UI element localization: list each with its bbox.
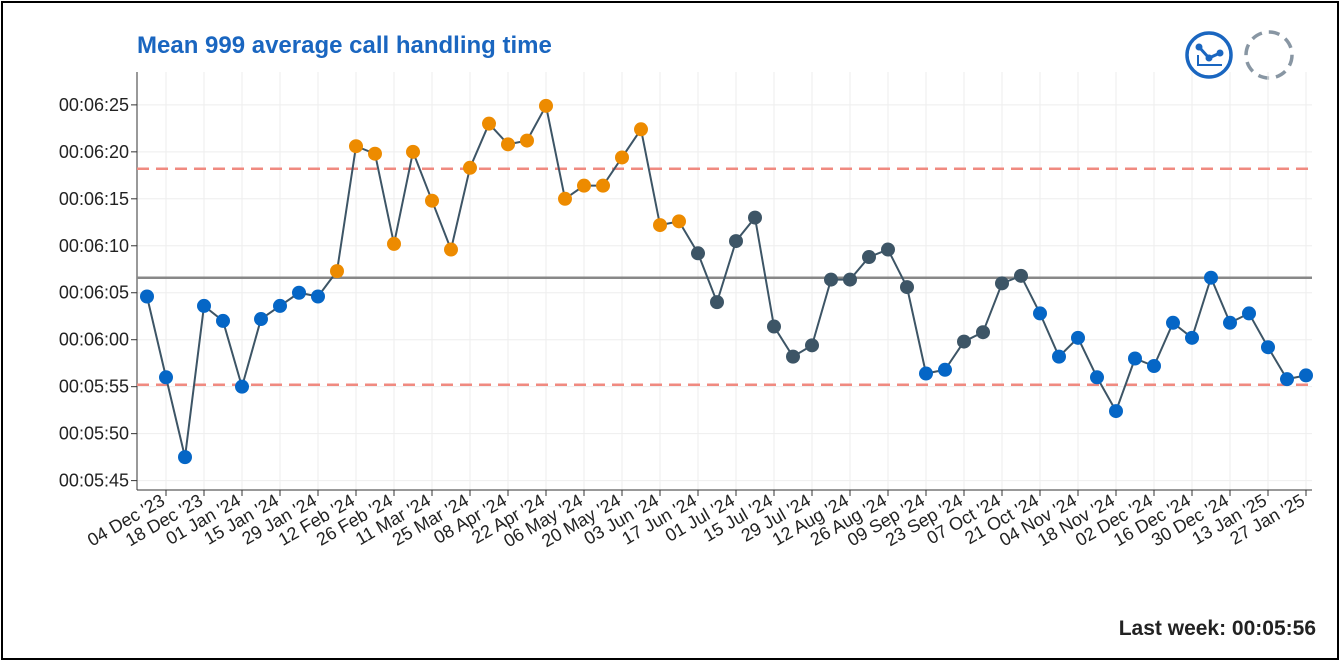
data-point bbox=[444, 242, 458, 257]
y-tick-label: 00:06:10 bbox=[59, 236, 129, 256]
data-point bbox=[539, 98, 553, 113]
data-point bbox=[596, 178, 610, 193]
data-point bbox=[292, 285, 306, 300]
data-point bbox=[311, 289, 325, 304]
data-point bbox=[824, 272, 838, 287]
data-point bbox=[273, 298, 287, 313]
data-point bbox=[748, 210, 762, 225]
data-point bbox=[615, 150, 629, 165]
data-point bbox=[634, 122, 648, 137]
data-point bbox=[976, 325, 990, 340]
data-point bbox=[900, 280, 914, 295]
data-point bbox=[710, 295, 724, 310]
data-point bbox=[653, 218, 667, 233]
footer: Last week: 00:05:56 bbox=[1119, 617, 1316, 640]
data-point bbox=[1033, 306, 1047, 321]
data-point bbox=[767, 319, 781, 334]
data-point bbox=[1299, 368, 1313, 383]
data-point bbox=[957, 334, 971, 349]
data-point bbox=[235, 379, 249, 394]
data-point bbox=[881, 242, 895, 257]
y-tick-label: 00:05:45 bbox=[59, 471, 129, 491]
data-point bbox=[1147, 359, 1161, 374]
data-point bbox=[862, 250, 876, 265]
data-point bbox=[216, 313, 230, 328]
data-point bbox=[1090, 370, 1104, 385]
data-point bbox=[1109, 404, 1123, 419]
y-tick-label: 00:06:25 bbox=[59, 95, 129, 115]
y-tick-label: 00:05:50 bbox=[59, 424, 129, 444]
data-point bbox=[140, 289, 154, 304]
data-point bbox=[501, 137, 515, 152]
data-point bbox=[786, 349, 800, 364]
data-point bbox=[159, 370, 173, 385]
data-point bbox=[1261, 340, 1275, 355]
data-point bbox=[368, 146, 382, 161]
data-point bbox=[577, 178, 591, 193]
y-tick-label: 00:06:05 bbox=[59, 283, 129, 303]
data-point bbox=[330, 264, 344, 279]
chart-type-icon[interactable] bbox=[1185, 31, 1233, 79]
data-point bbox=[1204, 270, 1218, 285]
data-point bbox=[178, 450, 192, 465]
data-point bbox=[349, 139, 363, 154]
y-tick-label: 00:05:55 bbox=[59, 377, 129, 397]
data-point bbox=[1128, 351, 1142, 366]
y-tick-label: 00:06:00 bbox=[59, 330, 129, 350]
data-point bbox=[1223, 315, 1237, 330]
data-point bbox=[1185, 330, 1199, 345]
data-point bbox=[197, 298, 211, 313]
data-point bbox=[1071, 330, 1085, 345]
data-point bbox=[995, 276, 1009, 291]
data-point bbox=[805, 338, 819, 353]
data-point bbox=[691, 246, 705, 261]
y-tick-label: 00:06:15 bbox=[59, 189, 129, 209]
data-point bbox=[729, 234, 743, 249]
data-point bbox=[1014, 268, 1028, 283]
spinner-icon[interactable] bbox=[1244, 30, 1294, 80]
data-point bbox=[254, 312, 268, 327]
data-point bbox=[406, 144, 420, 159]
data-point bbox=[1280, 372, 1294, 387]
data-point bbox=[672, 214, 686, 229]
data-point bbox=[1242, 306, 1256, 321]
data-point bbox=[482, 116, 496, 131]
y-tick-label: 00:06:20 bbox=[59, 142, 129, 162]
data-point bbox=[938, 362, 952, 377]
data-point bbox=[387, 236, 401, 251]
data-point bbox=[843, 272, 857, 287]
data-point bbox=[558, 191, 572, 206]
chart-title: Mean 999 average call handling time bbox=[137, 32, 552, 59]
data-point bbox=[425, 193, 439, 208]
data-point bbox=[463, 160, 477, 175]
data-point bbox=[1166, 315, 1180, 330]
data-point bbox=[919, 366, 933, 381]
data-point bbox=[1052, 349, 1066, 364]
data-point bbox=[520, 133, 534, 148]
